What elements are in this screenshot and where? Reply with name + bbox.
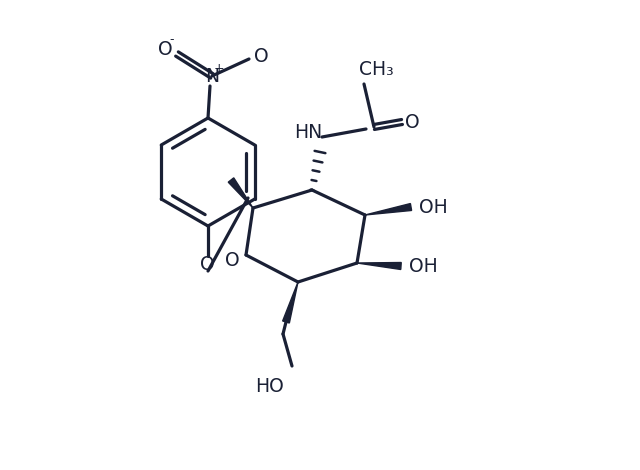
- Text: O: O: [157, 39, 172, 58]
- Polygon shape: [283, 282, 298, 323]
- Polygon shape: [357, 263, 401, 269]
- Text: HN: HN: [294, 123, 322, 141]
- Text: HO: HO: [255, 376, 284, 395]
- Text: OH: OH: [408, 257, 437, 275]
- Text: -: -: [170, 33, 174, 47]
- Text: O: O: [404, 112, 419, 132]
- Polygon shape: [228, 178, 253, 208]
- Text: O: O: [253, 47, 268, 65]
- Text: CH₃: CH₃: [358, 60, 394, 78]
- Text: O: O: [225, 251, 239, 269]
- Text: O: O: [200, 254, 214, 274]
- Text: OH: OH: [419, 197, 447, 217]
- Text: N: N: [205, 66, 219, 86]
- Polygon shape: [365, 204, 412, 215]
- Text: +: +: [214, 62, 224, 75]
